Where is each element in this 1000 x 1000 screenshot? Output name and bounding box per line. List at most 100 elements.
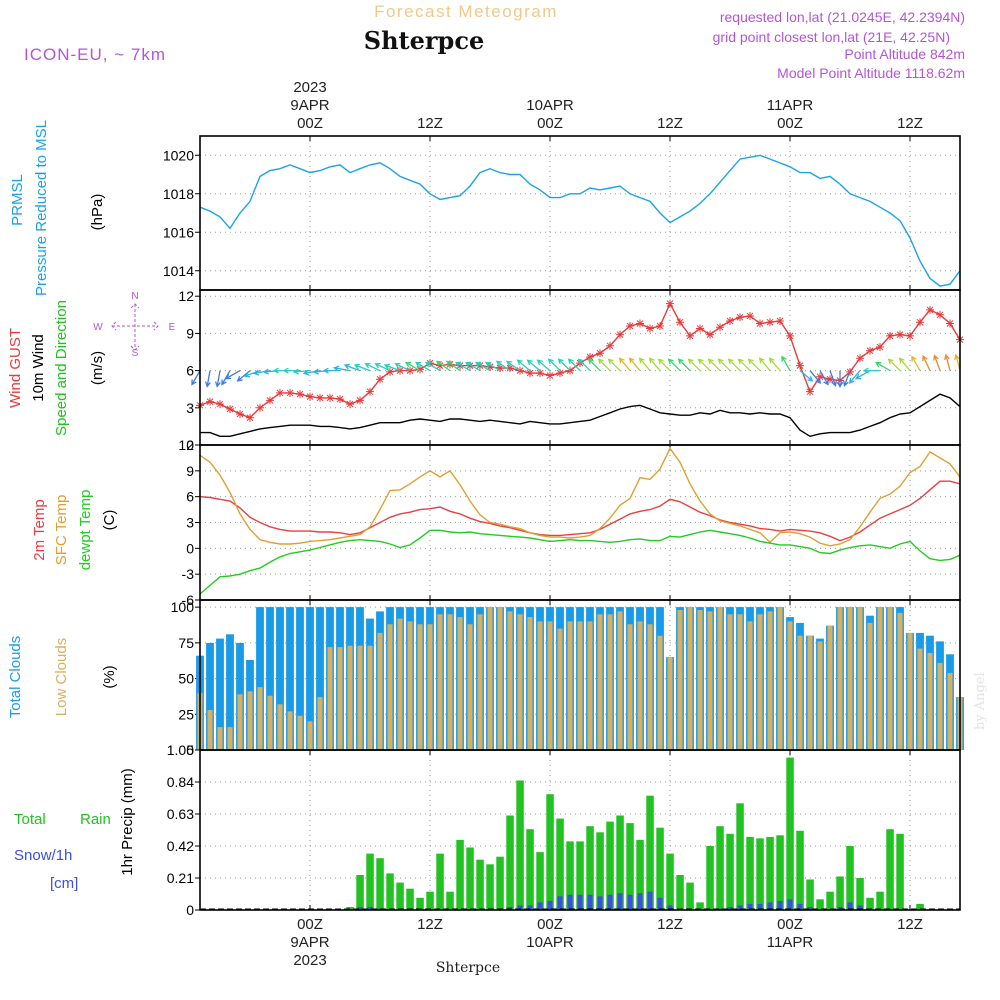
y-tick-label: 0.84 — [167, 774, 194, 790]
compass-west: W — [93, 322, 103, 333]
wind-arrow — [353, 363, 371, 372]
gust-marker — [946, 319, 954, 328]
bottom-tick-label: 00Z — [537, 916, 563, 933]
bar-rain — [856, 878, 864, 910]
bar-snow — [757, 903, 763, 910]
y-tick-label: 1020 — [163, 147, 194, 163]
wind-arrow — [687, 358, 701, 372]
wind-arrow — [464, 361, 481, 372]
gust-marker — [876, 343, 884, 352]
bar-low-clouds — [757, 614, 763, 750]
bar-low-clouds — [547, 621, 553, 750]
bar-total-clouds — [276, 607, 284, 750]
bar-low-clouds — [307, 721, 313, 750]
panel-clouds: 0 25 50 75 100 — [171, 599, 964, 758]
bar-low-clouds — [267, 695, 273, 750]
bar-low-clouds — [577, 621, 583, 750]
gust-marker — [466, 361, 474, 370]
bar-low-clouds — [777, 607, 783, 750]
wind-arrow — [638, 357, 651, 372]
bar-low-clouds — [597, 614, 603, 750]
bar-rain — [456, 839, 464, 910]
wind-arrow — [424, 361, 441, 372]
gust-marker — [886, 331, 894, 340]
wind-arrow — [374, 362, 391, 372]
wind-arrow — [848, 370, 861, 384]
bar-total-clouds — [226, 634, 234, 750]
bottom-day-label: 11APR — [767, 934, 814, 951]
y-tick-label: 1016 — [163, 224, 194, 240]
bottom-year-label: 2023 — [293, 952, 326, 969]
units-ms: (m/s) — [89, 351, 106, 385]
bar-low-clouds — [557, 628, 563, 750]
top-day-label: 9APR — [290, 97, 329, 114]
wind-arrow — [922, 354, 931, 371]
ylabel-low-clouds: Low Clouds — [53, 638, 70, 716]
bar-rain — [346, 907, 354, 910]
bar-low-clouds — [397, 618, 403, 750]
compass-north: N — [131, 291, 138, 302]
gust-marker — [216, 400, 224, 409]
ylabel-speed-direction: Speed and Direction — [53, 300, 70, 436]
wind-arrow — [474, 361, 491, 372]
bottom-day-label: 9APR — [290, 934, 329, 951]
bar-snow — [647, 891, 653, 910]
gust-marker — [536, 369, 544, 378]
bar-rain — [526, 829, 534, 910]
bar-snow — [667, 905, 673, 910]
wind-arrow — [243, 369, 261, 378]
y-tick-label: 100 — [171, 599, 195, 615]
bar-low-clouds — [407, 621, 413, 750]
y-tick-label: 0.21 — [167, 870, 194, 886]
panels: 1014101610181020036912-6-303691202550751… — [7, 120, 964, 918]
gust-marker — [696, 324, 704, 333]
wind-arrow — [516, 359, 531, 372]
wind-arrow — [191, 370, 201, 386]
bar-low-clouds — [617, 611, 623, 750]
wind-arrow — [657, 358, 671, 372]
gust-marker — [436, 361, 444, 370]
bar-low-clouds — [717, 607, 723, 750]
bottom-time-axis: 00Z 12Z 00Z 12Z 00Z 12Z 9APR 10APR 11APR 2023 — [290, 916, 923, 969]
bar-low-clouds — [807, 635, 813, 750]
bar-rain — [476, 859, 484, 910]
ylabel-2m-temp: 2m Temp — [31, 499, 48, 560]
bar-low-clouds — [347, 645, 353, 750]
bar-snow — [617, 893, 623, 910]
data-layer-clouds — [196, 607, 964, 750]
y-tick-label: 0 — [186, 540, 194, 556]
gust-marker — [206, 397, 214, 406]
bar-total-clouds — [306, 607, 314, 750]
bar-low-clouds — [207, 710, 213, 750]
panel-frame — [199, 749, 961, 911]
bar-low-clouds — [567, 621, 573, 750]
top-tick-label: 12Z — [417, 115, 443, 132]
wind-arrow — [332, 365, 351, 372]
y-tick-label: 50 — [178, 671, 194, 687]
bar-low-clouds — [227, 727, 233, 750]
bar-low-clouds — [937, 662, 943, 750]
bar-snow — [357, 907, 363, 910]
wind-arrow — [547, 358, 561, 372]
bar-low-clouds — [837, 607, 843, 750]
bar-rain — [646, 795, 654, 910]
header: Forecast Meteogram Shterpce ICON-EU, ~ 7… — [24, 2, 965, 81]
bar-rain — [776, 835, 784, 910]
wind-arrow — [781, 355, 791, 371]
bar-low-clouds — [877, 607, 883, 750]
bar-rain — [466, 847, 474, 910]
wind-arrow — [587, 358, 601, 372]
bar-low-clouds — [537, 621, 543, 750]
wind-arrow — [747, 358, 761, 372]
gust-marker — [856, 354, 864, 363]
wind-arrow — [862, 367, 880, 374]
y-tick-label: 3 — [186, 515, 194, 531]
bar-rain — [836, 876, 844, 910]
wind-arrow — [224, 370, 241, 380]
bar-low-clouds — [457, 617, 463, 750]
bar-low-clouds — [237, 694, 243, 750]
bar-low-clouds — [467, 624, 473, 750]
bar-rain — [596, 832, 604, 910]
bar-snow — [547, 900, 553, 910]
